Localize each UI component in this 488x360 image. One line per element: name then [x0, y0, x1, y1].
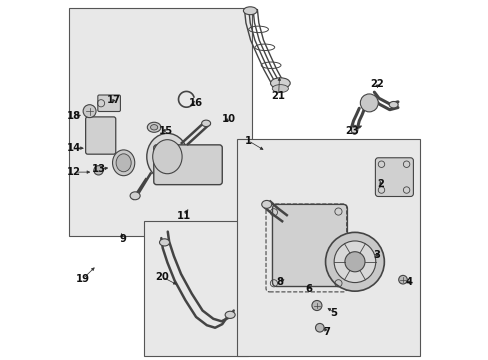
Text: 7: 7	[323, 327, 330, 337]
Ellipse shape	[112, 150, 135, 176]
Ellipse shape	[116, 154, 131, 172]
FancyBboxPatch shape	[375, 158, 412, 197]
Text: 19: 19	[76, 274, 90, 284]
Ellipse shape	[147, 122, 161, 132]
Text: 6: 6	[305, 284, 312, 294]
Text: 1: 1	[244, 136, 251, 145]
FancyBboxPatch shape	[153, 145, 222, 185]
Text: 8: 8	[276, 277, 283, 287]
Text: 22: 22	[369, 79, 383, 89]
Text: 4: 4	[405, 277, 412, 287]
Text: 14: 14	[67, 143, 81, 153]
Ellipse shape	[224, 311, 235, 319]
Text: 23: 23	[345, 126, 358, 135]
Ellipse shape	[272, 85, 288, 93]
Ellipse shape	[388, 102, 397, 108]
Ellipse shape	[130, 192, 140, 200]
Text: 18: 18	[67, 111, 81, 121]
Circle shape	[360, 94, 378, 112]
FancyBboxPatch shape	[144, 221, 247, 356]
Text: 2: 2	[377, 179, 384, 189]
Ellipse shape	[270, 78, 290, 89]
Circle shape	[94, 166, 103, 175]
Text: 11: 11	[176, 211, 190, 221]
Circle shape	[311, 301, 321, 311]
FancyBboxPatch shape	[85, 117, 116, 154]
Text: 3: 3	[373, 250, 380, 260]
FancyBboxPatch shape	[98, 95, 120, 112]
FancyBboxPatch shape	[272, 204, 346, 287]
Circle shape	[83, 105, 96, 118]
Circle shape	[325, 232, 384, 291]
Ellipse shape	[146, 134, 187, 180]
Text: 17: 17	[106, 95, 121, 105]
Text: 16: 16	[189, 98, 203, 108]
Text: 12: 12	[67, 167, 81, 177]
Text: 13: 13	[92, 164, 106, 174]
Circle shape	[344, 252, 364, 272]
Text: 21: 21	[271, 91, 285, 101]
Circle shape	[398, 275, 407, 284]
Ellipse shape	[261, 201, 271, 208]
Text: 10: 10	[221, 114, 235, 124]
Text: 20: 20	[155, 272, 168, 282]
Ellipse shape	[159, 239, 169, 246]
Text: 15: 15	[158, 126, 172, 135]
Ellipse shape	[152, 140, 182, 174]
Ellipse shape	[243, 7, 257, 15]
Ellipse shape	[150, 125, 158, 130]
Text: 5: 5	[330, 308, 337, 318]
Ellipse shape	[201, 120, 210, 127]
FancyBboxPatch shape	[69, 8, 251, 235]
Ellipse shape	[351, 125, 357, 134]
Circle shape	[315, 323, 324, 332]
Text: 9: 9	[119, 234, 126, 244]
FancyBboxPatch shape	[237, 139, 419, 356]
Circle shape	[333, 241, 375, 283]
